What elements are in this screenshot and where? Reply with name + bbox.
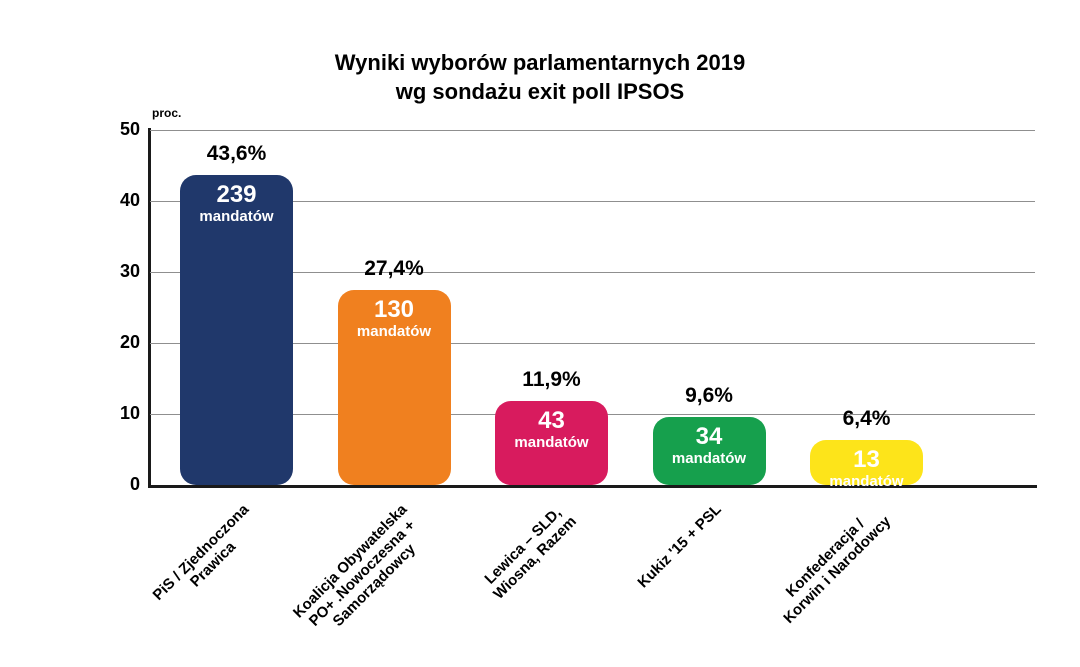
x-category-label-line: PiS / Zjednoczona [149, 501, 253, 604]
chart-title-line2: wg sondażu exit poll IPSOS [395, 79, 685, 104]
chart-bar-0: 239 mandatów [180, 175, 293, 485]
x-category-label-line: Kukiz '15 + PSL [634, 501, 726, 592]
bar-mandates-unit: mandatów [671, 449, 747, 467]
x-axis-line [148, 485, 1037, 488]
x-category-label: Koalicja Obywatelska PO+ .Nowoczesna + Sam… [290, 501, 435, 646]
bar-mandates-value: 239 [216, 181, 257, 209]
chart-title-line1: Wyniki wyborów parlamentarnych 2019 [334, 50, 746, 75]
x-category-label-line: Konfederacja / [782, 515, 869, 601]
y-tick-label-0: 0 [129, 474, 140, 494]
x-category-label: Lewica – SLD, Wiosna, Razem [478, 501, 580, 603]
x-category-label-line: Korwin i Narodowcy [780, 513, 895, 627]
chart-bar-1: 130 mandatów [337, 290, 451, 485]
gridline-40 [150, 200, 1035, 202]
bar-mandates-value: 43 [538, 406, 565, 434]
x-category-label-line: PO+ .Nowoczesna + [305, 516, 419, 630]
bar-mandates-value: 13 [853, 445, 880, 473]
y-tick-label-30: 30 [119, 261, 140, 281]
x-category-label: PiS / Zjednoczona Prawica [150, 501, 265, 616]
y-tick-label-40: 40 [119, 190, 140, 210]
x-category-label: Konfederacja / Korwin i Narodowcy [769, 501, 895, 627]
bar-percent-label: 43,6% [206, 142, 267, 166]
y-axis-line [148, 128, 151, 487]
bar-percent-label: 6,4% [842, 406, 891, 430]
chart-bar-2: 43 mandatów [495, 400, 608, 485]
gridline-50 [150, 129, 1035, 131]
bar-mandates-unit: mandatów [829, 472, 904, 490]
bar-percent-label: 9,6% [685, 383, 733, 407]
y-axis-unit-label: proc. [152, 106, 182, 120]
gridline-30 [150, 271, 1035, 273]
x-category-label: Kukiz '15 + PSL [635, 501, 725, 591]
y-tick-label-10: 10 [119, 403, 140, 423]
bar-mandates-unit: mandatów [356, 323, 432, 341]
y-tick-label-20: 20 [119, 332, 140, 352]
bar-mandates-value: 130 [373, 296, 415, 324]
chart-bar-4: 13 mandatów [810, 439, 923, 490]
bar-percent-label: 27,4% [364, 257, 424, 281]
bar-percent-label: 11,9% [522, 367, 581, 391]
chart-title: Wyniki wyborów parlamentarnych 2019 wg s… [0, 48, 1080, 106]
bar-mandates-unit: mandatów [199, 208, 274, 226]
bar-mandates-value: 34 [695, 422, 723, 450]
chart-bar-3: 34 mandatów [652, 416, 766, 485]
gridline-20 [150, 342, 1035, 344]
y-tick-label-50: 50 [119, 119, 140, 139]
bar-mandates-unit: mandatów [514, 433, 589, 451]
